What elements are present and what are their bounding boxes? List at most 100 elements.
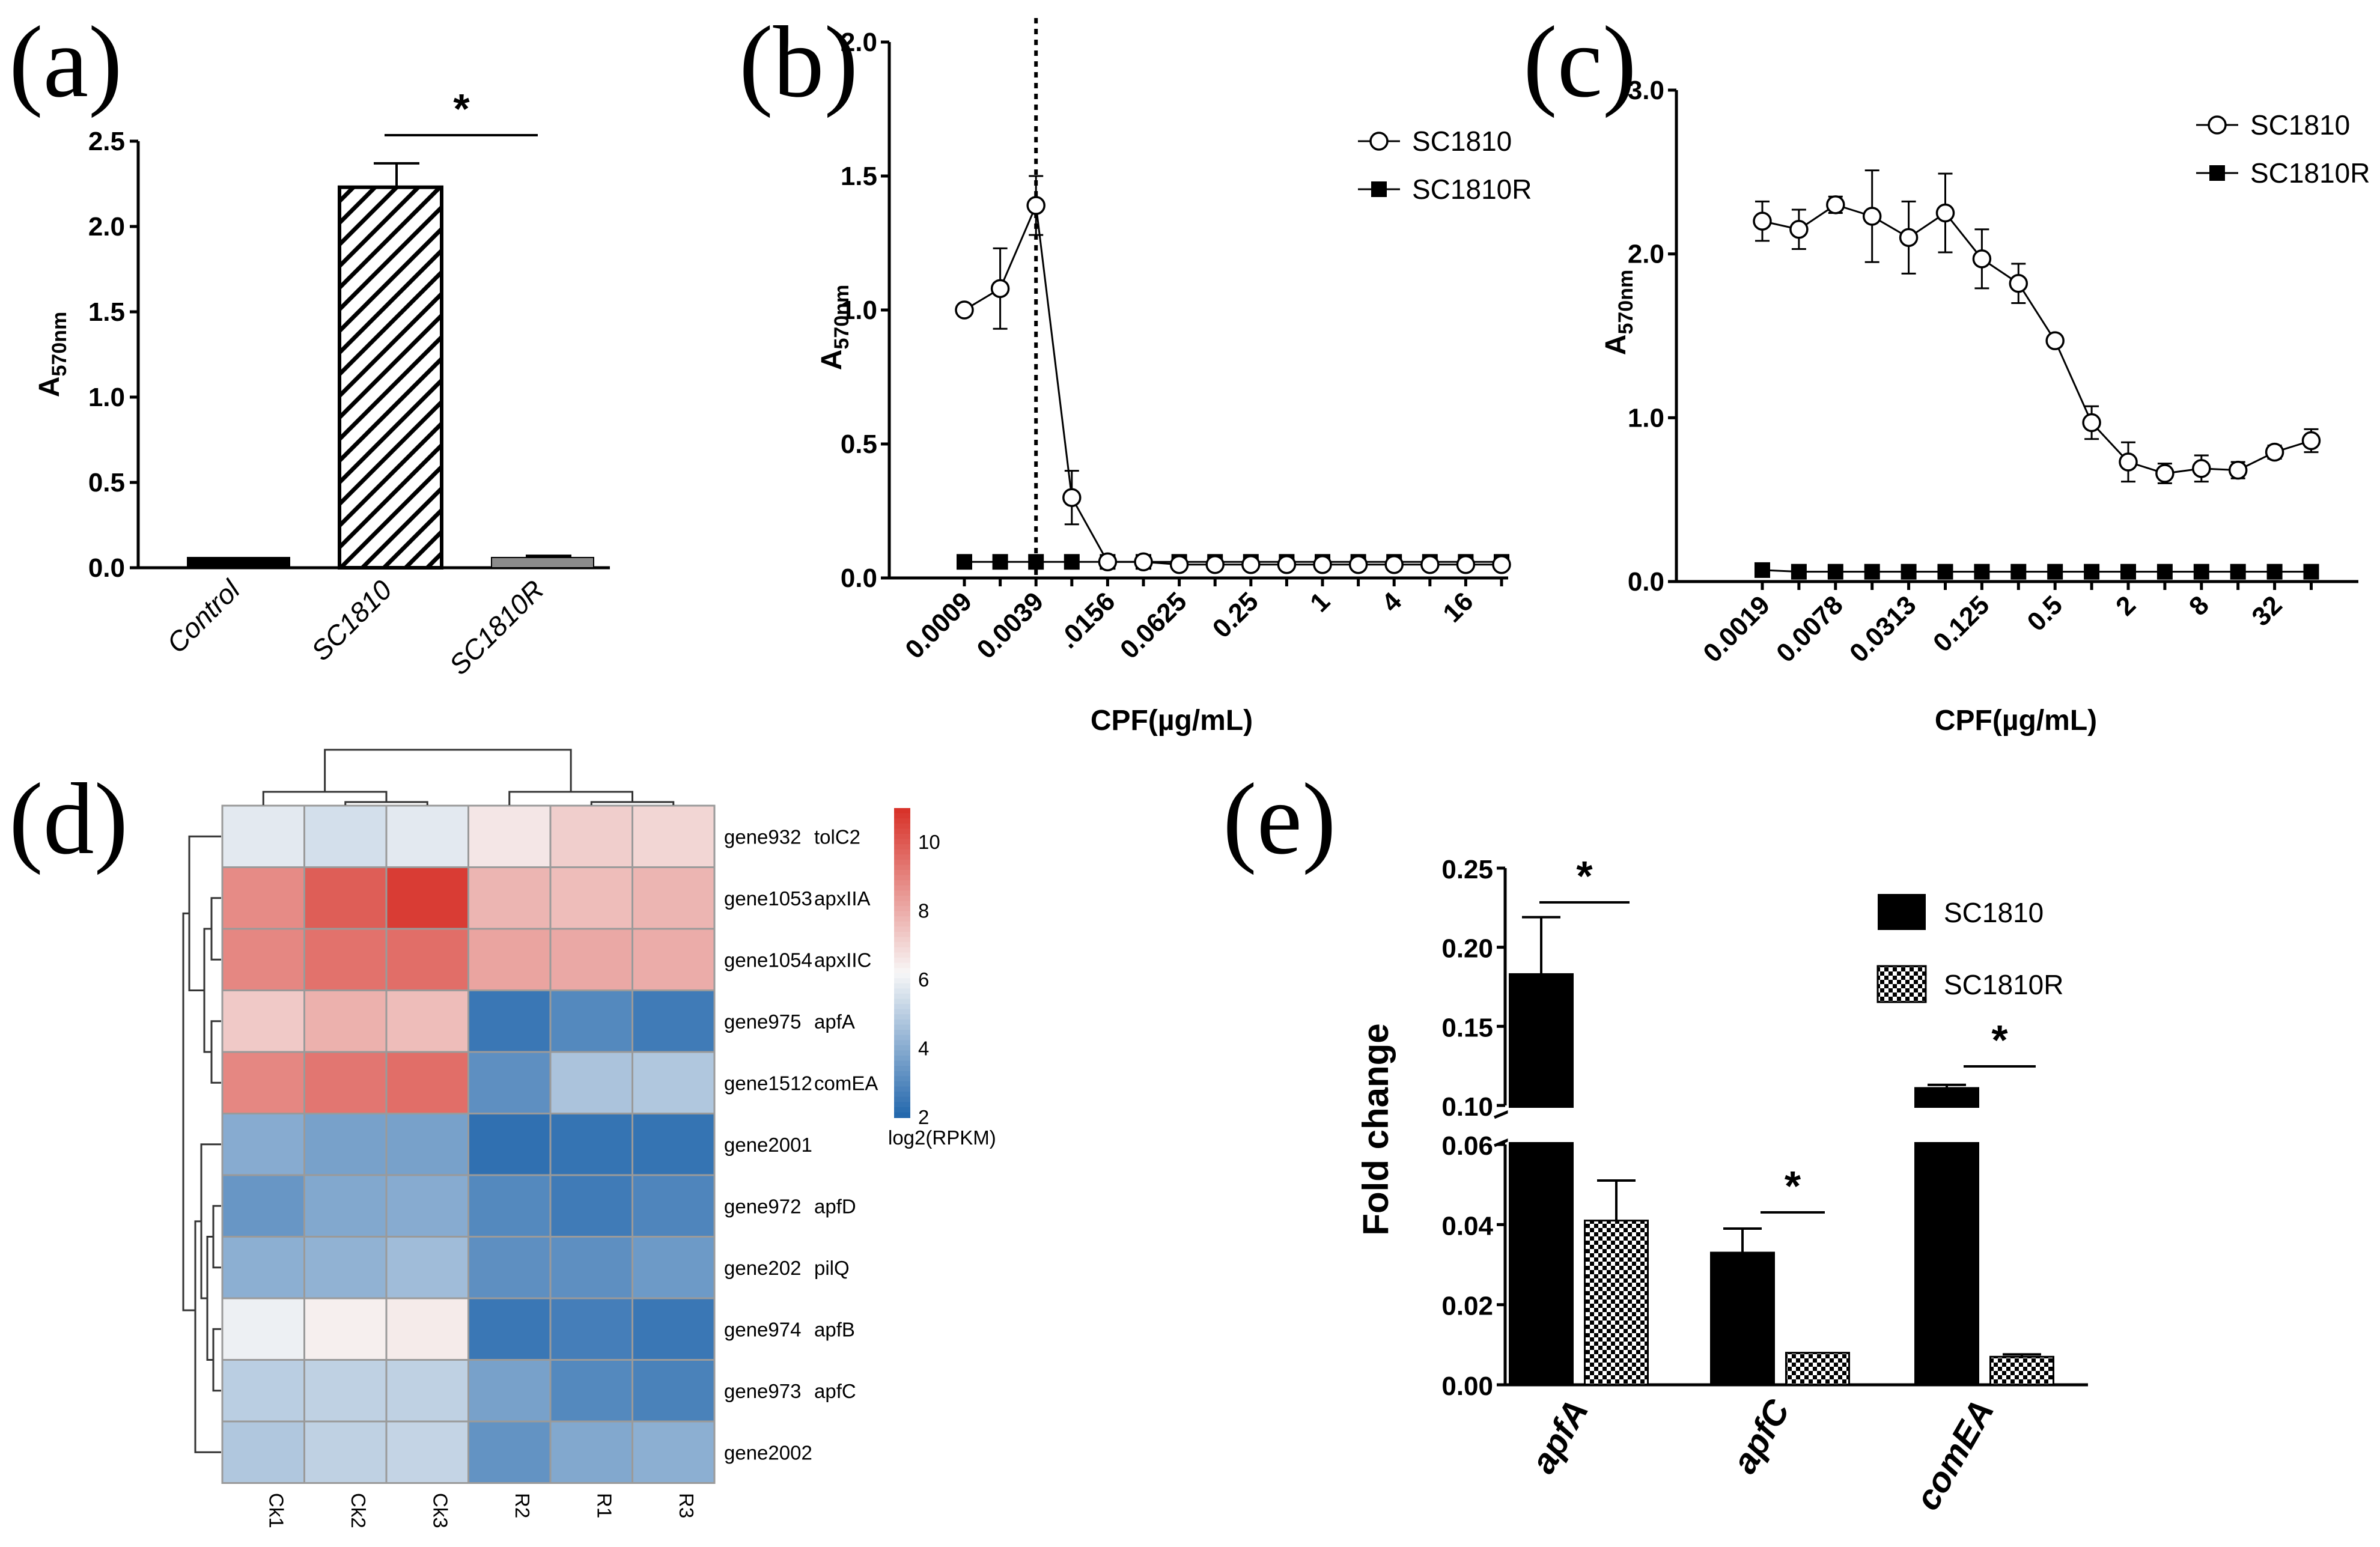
d-cell — [632, 866, 716, 930]
d-cell — [467, 989, 552, 1053]
e-ytick-label: 0.25 — [1441, 855, 1493, 884]
b-xtick-label: 16 — [1437, 586, 1479, 628]
b-legend-marker-SC1810 — [1369, 132, 1389, 151]
d-row-gene-label: gene1512 — [724, 1072, 812, 1094]
panel-a-bar-chart: 0.0 0.5 1.0 1.5 2.0 2.5 A570nm Control SC1810 SC1… — [34, 85, 610, 681]
d-cell — [467, 928, 552, 991]
b-point-SC1810 — [1205, 555, 1225, 574]
c-point-SC1810 — [2192, 459, 2211, 478]
b-legend-label-SC1810: SC1810 — [1412, 126, 1512, 157]
d-row-gene-label: gene972 — [724, 1195, 801, 1217]
b-point-SC1810 — [1241, 555, 1261, 574]
d-colorbar-segment — [894, 942, 910, 948]
d-row-gene-label: gene1054 — [724, 949, 812, 971]
a-ytick-label: 2.0 — [88, 212, 125, 242]
d-cell — [632, 1359, 716, 1423]
d-row-name-label: apfB — [814, 1318, 855, 1340]
d-cell — [221, 989, 305, 1053]
b-legend-marker-SC1810R — [1371, 181, 1387, 197]
c-point-SC1810R — [2084, 564, 2100, 580]
d-cell — [303, 1420, 388, 1484]
d-cell — [549, 1051, 633, 1114]
e-legend-swatch-SC1810R — [1876, 965, 1927, 1003]
a-y-label: A570nm — [34, 312, 71, 397]
d-colorbar-segment — [894, 988, 910, 994]
e-significance-star: * — [1785, 1163, 1801, 1209]
c-point-SC1810 — [2155, 464, 2175, 483]
c-point-SC1810 — [2301, 431, 2321, 451]
d-colorbar-segment — [894, 885, 910, 892]
d-cell — [221, 1420, 305, 1484]
d-cell — [385, 1051, 469, 1114]
c-xtick-label: 0.125 — [1928, 590, 1995, 658]
d-cell — [221, 1236, 305, 1299]
d-colorbar-segment — [894, 808, 910, 814]
b-xtick-label: 0.25 — [1207, 586, 1264, 643]
c-point-SC1810 — [1753, 211, 1772, 231]
d-row-name-label: apfA — [814, 1011, 855, 1033]
d-cell — [303, 804, 388, 868]
d-colorbar-segment — [894, 870, 910, 876]
d-cell — [385, 989, 469, 1053]
d-colorbar-segment — [894, 1004, 910, 1010]
c-point-SC1810 — [2119, 452, 2138, 472]
a-ytick-label: 1.0 — [88, 383, 125, 412]
c-point-SC1810 — [1899, 228, 1919, 248]
panel-b-line-chart: 0.00.51.01.52.0A570nm0.00090.0039.01560.… — [816, 18, 1532, 737]
a-category-label: SC1810 — [305, 574, 398, 667]
d-cell — [303, 1297, 388, 1361]
e-ytick-label: 0.02 — [1441, 1292, 1493, 1321]
d-colorbar-segment — [894, 833, 910, 840]
d-row-name-label: pilQ — [814, 1257, 850, 1279]
c-legend-label-SC1810: SC1810 — [2250, 109, 2350, 141]
b-point-SC1810 — [1169, 555, 1189, 574]
d-row-dendrogram — [210, 1020, 221, 1084]
a-bar-SC1810 — [338, 185, 443, 570]
d-cell — [221, 804, 305, 868]
c-point-SC1810R — [1827, 564, 1843, 580]
c-xtick-label: 0.0313 — [1844, 590, 1922, 668]
d-cell — [549, 989, 633, 1053]
panel-e-bar-chart: 0.00 0.02 0.04 0.06 0.10 0.15 0.20 0.25 Fold cha… — [1356, 853, 2088, 1517]
e-break-gap — [1508, 1108, 1575, 1142]
b-xtick-label: .0156 — [1053, 586, 1121, 654]
d-cell — [467, 1420, 552, 1484]
d-cell — [632, 1174, 716, 1238]
d-colorbar-segment — [894, 968, 910, 974]
d-colorbar-segment — [894, 947, 910, 953]
c-point-SC1810 — [1862, 207, 1882, 226]
d-colorbar-segment — [894, 1066, 910, 1072]
d-cell — [303, 866, 388, 930]
d-cell — [549, 1359, 633, 1423]
c-line-SC1810R — [1762, 569, 2312, 573]
d-cell — [303, 1174, 388, 1238]
e-ytick-label: 0.06 — [1441, 1131, 1493, 1161]
panel-label-a: (a) — [9, 5, 123, 118]
d-row-gene-label: gene974 — [724, 1318, 801, 1340]
d-cell — [632, 1297, 716, 1361]
d-colorbar-segment — [894, 962, 910, 969]
b-point-SC1810 — [1384, 555, 1404, 574]
d-row-gene-label: gene2001 — [724, 1134, 812, 1156]
c-point-SC1810R — [2230, 564, 2246, 580]
d-colorbar-segment — [894, 1009, 910, 1015]
e-significance-star: * — [1576, 853, 1593, 899]
d-cell — [549, 1113, 633, 1176]
a-ytick-label: 1.5 — [88, 297, 125, 327]
d-col-label: Ck1 — [265, 1493, 287, 1528]
e-ytick-label: 0.15 — [1441, 1013, 1493, 1042]
d-colorbar-segment — [894, 895, 910, 902]
d-cell — [303, 1359, 388, 1423]
d-col-dendrogram — [508, 791, 633, 805]
d-cell — [549, 928, 633, 991]
c-point-SC1810 — [1826, 195, 1845, 214]
c-ytick-label: 2.0 — [1628, 240, 1664, 269]
c-point-SC1810R — [1864, 564, 1880, 580]
d-row-name-label: apfD — [814, 1195, 856, 1217]
panel-label-c: (c) — [1523, 5, 1637, 118]
d-colorbar-segment — [894, 1071, 910, 1077]
c-ytick-label: 0.0 — [1628, 567, 1664, 597]
d-colorbar-segment — [894, 901, 910, 907]
e-ytick-label: 0.20 — [1441, 934, 1493, 964]
d-colorbar-segment — [894, 916, 910, 922]
